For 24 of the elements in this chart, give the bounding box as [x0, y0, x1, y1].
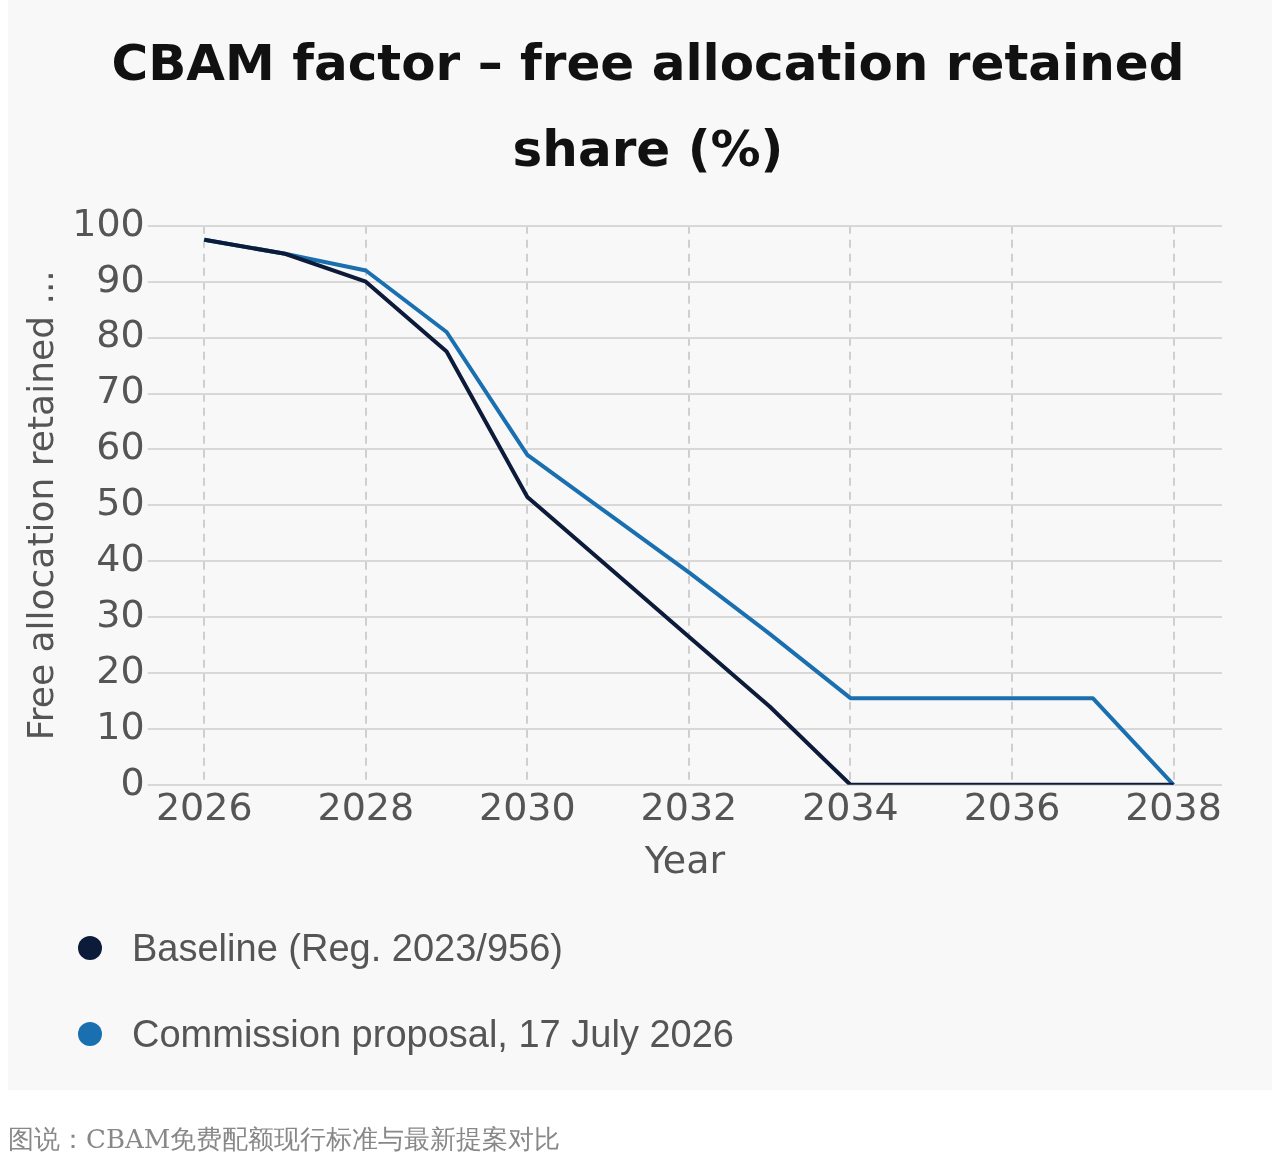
x-axis-title: Year: [643, 838, 726, 883]
legend-label: Baseline (Reg. 2023/956): [132, 926, 563, 970]
x-tick-label: 2028: [317, 785, 415, 830]
y-tick-label: 60: [96, 424, 145, 469]
y-tick-label: 70: [96, 368, 145, 413]
y-tick-label: 40: [96, 536, 145, 581]
y-tick-label: 90: [96, 256, 145, 301]
x-tick-label: 2026: [155, 785, 253, 830]
x-tick-label: 2034: [802, 785, 899, 830]
y-tick-label: 20: [96, 647, 145, 692]
x-tick-label: 2038: [1125, 785, 1222, 830]
y-tick-label: 10: [96, 703, 145, 748]
y-tick-label: 0: [120, 759, 145, 804]
y-axis-title: Free allocation retained ...: [19, 270, 61, 741]
y-tick-label: 100: [72, 200, 145, 245]
chart-title: CBAM factor – free allocation retained share (%): [110, 33, 1186, 180]
y-tick-label: 80: [96, 312, 145, 357]
legend-label: Commission proposal, 17 July 2026: [132, 1012, 734, 1056]
y-tick-label: 30: [96, 591, 145, 636]
y-tick-label: 50: [96, 480, 145, 525]
x-tick-label: 2030: [479, 785, 576, 830]
x-tick-label: 2032: [640, 785, 738, 830]
text: 图说：CBAM免费配额现行标准与最新提案对比: [8, 1123, 561, 1156]
x-tick-label: 2036: [963, 785, 1061, 830]
